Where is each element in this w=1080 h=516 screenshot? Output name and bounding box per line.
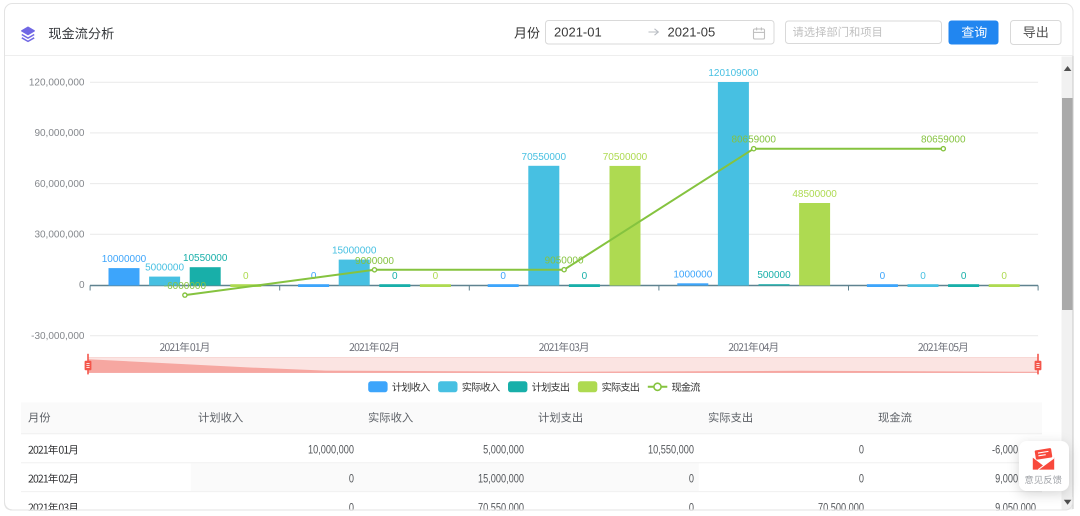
- svg-text:0: 0: [689, 474, 694, 486]
- svg-text:15000000: 15000000: [332, 246, 377, 257]
- svg-text:0: 0: [243, 271, 249, 282]
- svg-text:-6000000: -6000000: [164, 281, 207, 292]
- svg-text:-30,000,000: -30,000,000: [31, 331, 85, 342]
- svg-text:0: 0: [859, 474, 864, 486]
- svg-text:10,000,000: 10,000,000: [308, 445, 354, 457]
- svg-text:80659000: 80659000: [731, 135, 776, 146]
- svg-text:0: 0: [311, 271, 317, 282]
- svg-text:0: 0: [433, 271, 439, 282]
- svg-text:1000000: 1000000: [673, 269, 712, 280]
- svg-text:0: 0: [689, 502, 694, 514]
- svg-text:0: 0: [582, 271, 588, 282]
- svg-text:10550000: 10550000: [183, 253, 228, 264]
- svg-text:0: 0: [920, 271, 926, 282]
- svg-text:9000000: 9000000: [355, 256, 394, 267]
- svg-text:0: 0: [880, 271, 886, 282]
- svg-text:10,550,000: 10,550,000: [648, 445, 694, 457]
- svg-text:500000: 500000: [757, 270, 791, 281]
- svg-text:9050000: 9050000: [545, 256, 584, 267]
- svg-text:48500000: 48500000: [792, 189, 837, 200]
- svg-text:0: 0: [349, 474, 354, 486]
- svg-text:0: 0: [859, 445, 864, 457]
- svg-text:15,000,000: 15,000,000: [478, 474, 524, 486]
- svg-text:0: 0: [392, 271, 398, 282]
- svg-text:0: 0: [79, 280, 85, 291]
- svg-text:0: 0: [500, 271, 506, 282]
- svg-text:0: 0: [1001, 271, 1007, 282]
- svg-text:5,000,000: 5,000,000: [483, 445, 524, 457]
- svg-text:0: 0: [349, 502, 354, 514]
- svg-text:5000000: 5000000: [145, 263, 184, 274]
- svg-text:120109000: 120109000: [708, 68, 758, 79]
- svg-text:70500000: 70500000: [603, 152, 648, 163]
- svg-text:120,000,000: 120,000,000: [29, 77, 85, 88]
- svg-text:30,000,000: 30,000,000: [34, 230, 84, 241]
- svg-text:2021-05: 2021-05: [668, 25, 716, 40]
- svg-text:70550000: 70550000: [522, 152, 567, 163]
- svg-text:2021-01: 2021-01: [554, 25, 602, 40]
- svg-text:60,000,000: 60,000,000: [34, 179, 84, 190]
- svg-text:90,000,000: 90,000,000: [34, 128, 84, 139]
- svg-text:10000000: 10000000: [102, 254, 147, 265]
- svg-text:80659000: 80659000: [921, 135, 966, 146]
- svg-text:0: 0: [961, 271, 967, 282]
